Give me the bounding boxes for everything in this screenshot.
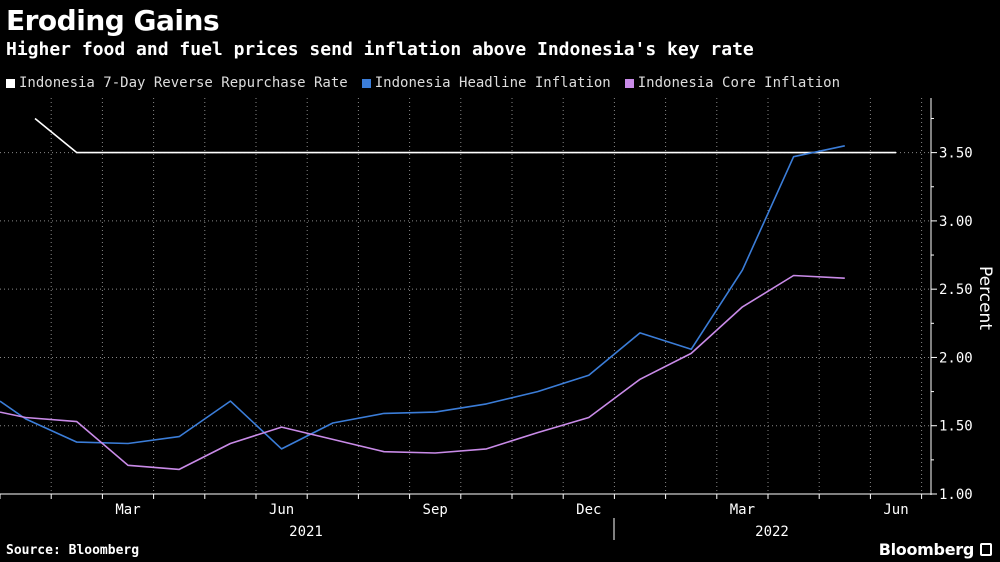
chart-subtitle: Higher food and fuel prices send inflati…	[6, 39, 754, 60]
legend-label-core: Indonesia Core Inflation	[637, 75, 841, 91]
legend-label-rate: Indonesia 7-Day Reverse Repurchase Rate	[19, 75, 348, 91]
source-note: Source: Bloomberg	[6, 543, 140, 558]
x-year-label: 2021	[289, 524, 323, 540]
legend-swatch-headline	[361, 78, 371, 88]
x-tick-label: Mar	[730, 502, 755, 518]
x-tick-label: Jun	[883, 502, 908, 518]
x-year-label: 2022	[755, 524, 789, 540]
legend-item-headline: Indonesia Headline Inflation	[361, 75, 611, 91]
x-tick-label: Dec	[576, 502, 601, 518]
x-tick-label: Mar	[115, 502, 140, 518]
headline-inflation-line	[0, 145, 845, 450]
y-tick-label: 3.00	[939, 214, 973, 230]
rate-line	[34, 117, 896, 154]
legend-item-rate: Indonesia 7-Day Reverse Repurchase Rate	[6, 75, 348, 91]
y-axis-label: Percent	[975, 266, 995, 330]
bloomberg-logo: Bloomberg	[878, 540, 975, 559]
bloomberg-mark-icon	[980, 543, 992, 556]
x-tick-label: Jun	[269, 502, 294, 518]
y-tick-label: 2.50	[939, 282, 973, 298]
x-tick-label: Sep	[423, 502, 448, 518]
legend-item-core: Indonesia Core Inflation	[624, 75, 841, 91]
y-tick-label: 2.00	[939, 350, 973, 366]
core-inflation-line	[0, 274, 845, 471]
y-tick-label: 3.50	[939, 146, 973, 162]
y-tick-label: 1.50	[939, 419, 973, 435]
legend-swatch-core	[624, 78, 634, 88]
legend-swatch-rate	[6, 78, 15, 88]
y-tick-label: 1.00	[939, 487, 973, 503]
chart-title: Eroding Gains	[6, 4, 220, 37]
legend: Indonesia 7-Day Reverse Repurchase Rate …	[6, 75, 840, 91]
legend-label-headline: Indonesia Headline Inflation	[374, 75, 611, 91]
